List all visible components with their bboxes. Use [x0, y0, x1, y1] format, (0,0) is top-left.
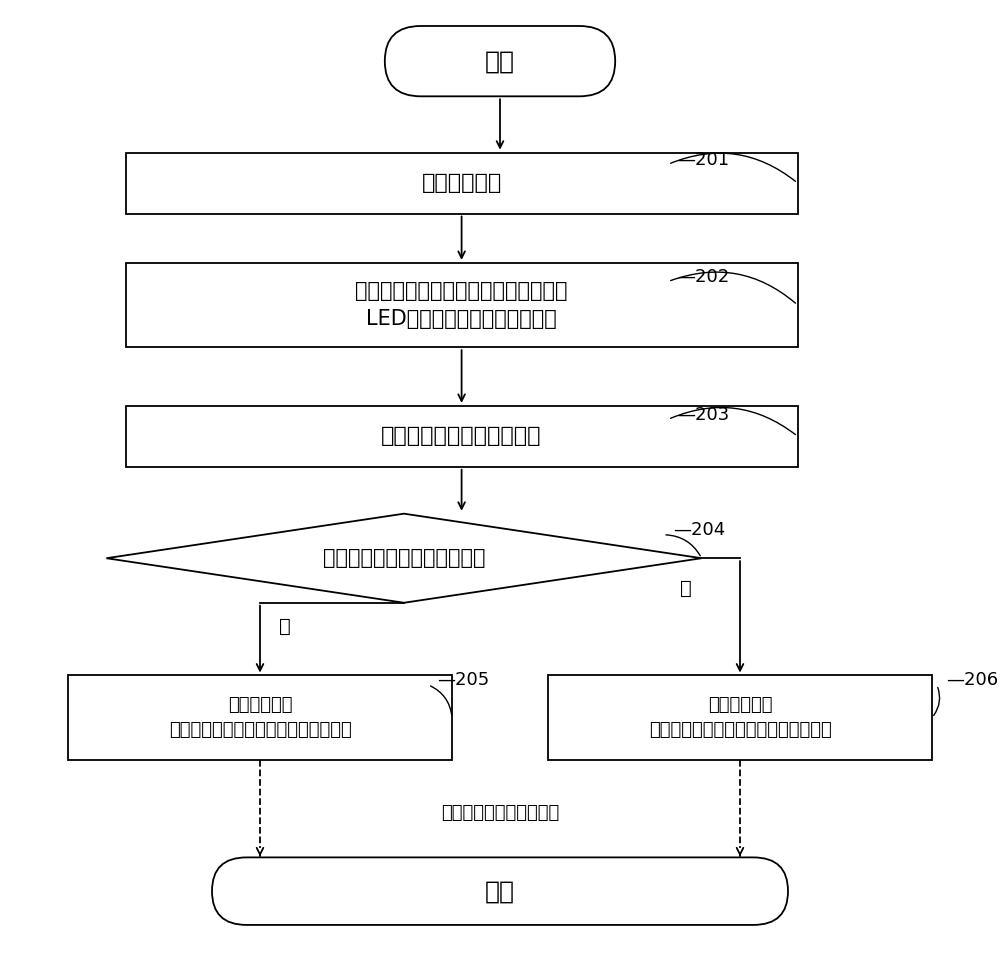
Text: 压缩所述原始点阵显示数据: 压缩所述原始点阵显示数据: [381, 426, 542, 446]
FancyBboxPatch shape: [126, 152, 798, 213]
Text: —203: —203: [678, 406, 730, 424]
Text: 压缩数据是否小于原始数据？: 压缩数据是否小于原始数据？: [323, 548, 485, 568]
Text: —201: —201: [678, 150, 730, 168]
Text: 将添加的显示内容转换生成需要发送给
LED控制板的原始点阵显示数据: 将添加的显示内容转换生成需要发送给 LED控制板的原始点阵显示数据: [355, 281, 568, 329]
Text: 发送压缩数据
（进一步地，可以分段发送压缩数据）: 发送压缩数据 （进一步地，可以分段发送压缩数据）: [169, 696, 351, 739]
Text: —202: —202: [678, 268, 730, 286]
Text: —204: —204: [673, 521, 725, 539]
Text: —206: —206: [946, 671, 999, 689]
Polygon shape: [106, 514, 702, 603]
Text: 结束: 结束: [485, 879, 515, 903]
FancyBboxPatch shape: [385, 26, 615, 97]
FancyBboxPatch shape: [68, 676, 452, 760]
FancyBboxPatch shape: [548, 676, 932, 760]
Text: 开始: 开始: [485, 49, 515, 73]
Text: 是: 是: [279, 617, 291, 635]
Text: 添加显示内容: 添加显示内容: [421, 173, 502, 193]
FancyBboxPatch shape: [126, 406, 798, 467]
Text: 发送原始数据
（进一步地，可以分段发送原始数据）: 发送原始数据 （进一步地，可以分段发送原始数据）: [649, 696, 831, 739]
Text: 否: 否: [680, 579, 692, 598]
FancyBboxPatch shape: [212, 857, 788, 924]
Text: 分段发送时需要多次发送: 分段发送时需要多次发送: [441, 804, 559, 822]
Text: —205: —205: [438, 671, 490, 689]
FancyBboxPatch shape: [126, 263, 798, 347]
